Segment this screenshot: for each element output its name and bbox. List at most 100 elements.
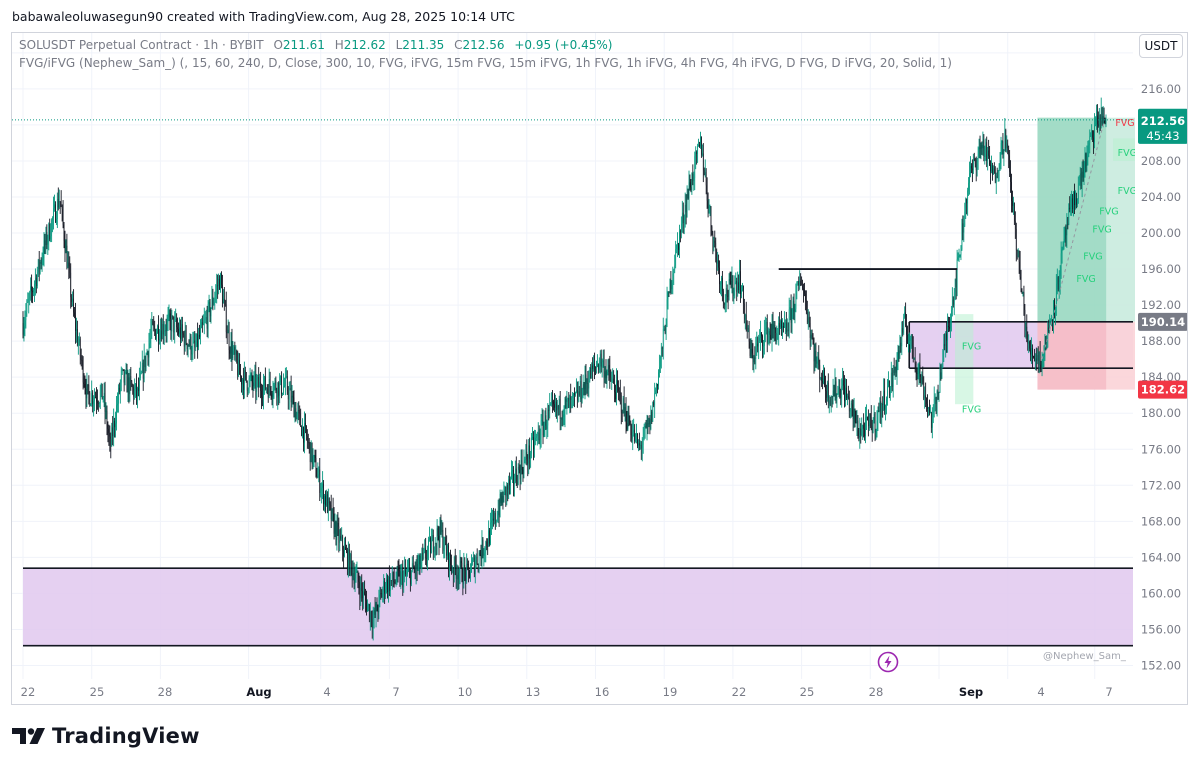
candle-body (132, 386, 134, 388)
candle-body (743, 285, 744, 304)
candle-body (512, 470, 513, 472)
candle-body (73, 298, 74, 313)
candle-body (105, 410, 107, 412)
symbol-legend[interactable]: SOLUSDT Perpetual Contract · 1h · BYBIT … (19, 38, 612, 52)
candle-body (671, 283, 673, 290)
candle-body (712, 234, 714, 248)
candle-body (498, 510, 500, 516)
candle-body (577, 389, 578, 401)
candle-body (389, 577, 390, 591)
candle-body (414, 568, 416, 573)
candle-body (234, 347, 236, 355)
indicator-legend[interactable]: FVG/iFVG (Nephew_Sam_) (, 15, 60, 240, D… (19, 56, 952, 70)
candle-body (28, 298, 30, 302)
candle-body (946, 333, 947, 341)
candle-body (697, 145, 698, 154)
candle-body (1097, 115, 1098, 125)
candle-body (506, 485, 508, 497)
candle-body (606, 371, 608, 379)
candle-body (555, 401, 556, 408)
candle-body (862, 424, 864, 430)
candle-body (808, 317, 810, 323)
candle-body (43, 240, 45, 259)
candle-body (282, 393, 283, 394)
candle-body (174, 319, 176, 333)
candle-body (164, 330, 166, 333)
candle-body (834, 381, 836, 397)
time-tick-label: 28 (869, 685, 884, 699)
candle-body (433, 551, 435, 553)
candle-body (202, 322, 203, 325)
candle-body (382, 591, 384, 598)
candle-body (701, 136, 702, 155)
candle-body (913, 358, 915, 359)
symbol-title[interactable]: SOLUSDT Perpetual Contract · 1h · BYBIT (19, 38, 264, 52)
candle-body (535, 435, 537, 438)
candle-body (175, 319, 177, 320)
candle-body (597, 364, 598, 368)
candle-body (994, 172, 996, 183)
time-tick-label: 25 (90, 685, 105, 699)
candle-body (848, 397, 850, 412)
candle-body (219, 278, 220, 290)
candle-body (649, 418, 651, 429)
candle-body (1102, 116, 1104, 124)
candle-body (619, 391, 620, 392)
candle-body (1008, 148, 1010, 156)
candle-body (780, 320, 781, 328)
time-tick-label: 13 (526, 685, 541, 699)
candle-body (581, 397, 583, 400)
candle-body (336, 523, 338, 540)
chart-frame[interactable]: FVG FVG FVG FVG FVG FVG FVG FVG FVG 152.00 156.00… (11, 32, 1188, 705)
candle-body (958, 256, 960, 258)
candle-body (609, 368, 611, 378)
candle-body (472, 559, 473, 564)
candle-body (497, 510, 499, 521)
candle-body (676, 244, 677, 250)
candle-body (758, 340, 760, 347)
candle-body (915, 363, 917, 370)
candle-body (49, 223, 51, 240)
candle-body (713, 240, 715, 248)
candle-body (684, 204, 686, 220)
candle-body (529, 445, 531, 459)
candle-body (809, 322, 811, 338)
candle-body (1064, 228, 1066, 239)
lightning-icon[interactable] (877, 651, 899, 673)
candle-body (738, 282, 739, 291)
candle-body (538, 432, 540, 441)
candle-body (806, 300, 807, 313)
candle-body (813, 344, 815, 362)
candle-body (442, 530, 444, 551)
candle-body (146, 351, 148, 355)
currency-button[interactable]: USDT (1139, 34, 1183, 58)
candle-body (158, 326, 159, 341)
candle-body (335, 521, 337, 540)
candle-body (183, 334, 185, 347)
candle-body (342, 536, 343, 551)
candle-body (359, 588, 361, 599)
candle-body (65, 245, 67, 253)
candle-body (559, 398, 561, 419)
candle-body (561, 417, 563, 420)
candle-body (36, 272, 38, 286)
candle-body (224, 300, 226, 305)
candle-body (187, 345, 189, 350)
candle-body (373, 609, 375, 619)
candle-body (490, 522, 491, 544)
candle-body (145, 354, 147, 368)
candle-body (208, 302, 210, 305)
candle-body (263, 385, 264, 398)
candle-body (387, 579, 388, 593)
candle-body (624, 407, 626, 414)
candle-body (116, 405, 117, 424)
candle-body (560, 417, 562, 419)
brand[interactable]: TradingView (12, 724, 200, 748)
candle-body (533, 437, 534, 450)
candle-body (771, 324, 773, 340)
candle-body (595, 366, 596, 368)
candle-body (694, 156, 696, 179)
candle-body (432, 535, 434, 553)
candle-body (540, 420, 542, 440)
